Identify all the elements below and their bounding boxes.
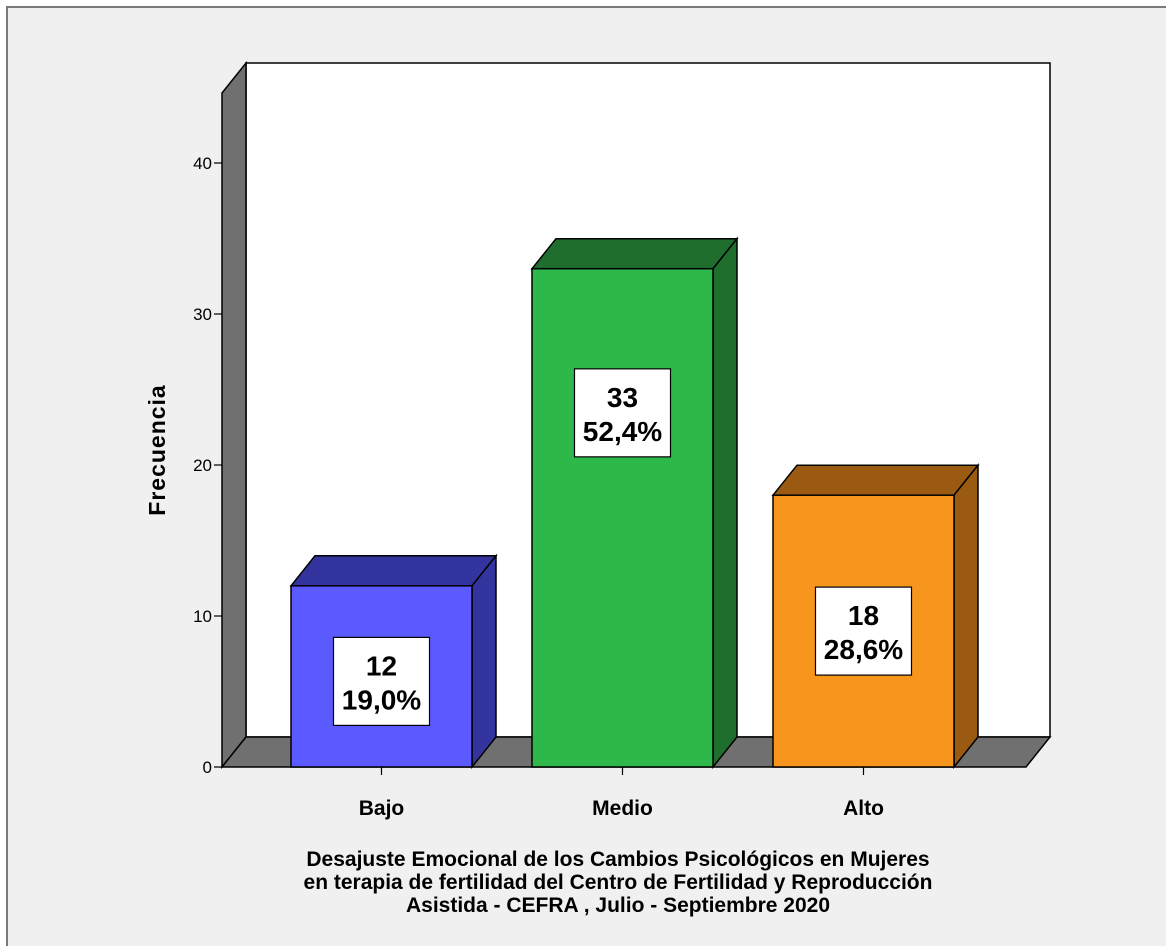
y-axis-title: Frecuencia [144,384,170,515]
bar-front [531,267,714,768]
y-tick-label: 0 [203,758,212,777]
x-axis-title-line: Desajuste Emocional de los Cambios Psico… [306,848,929,871]
data-label-count: 12 [366,650,397,681]
bar-side [953,463,979,770]
y-axis: 0 10 20 30 40 [193,154,222,777]
x-axis-title-line: Asistida - CEFRA , Julio - Septiembre 20… [406,894,830,917]
y-tick-label: 30 [193,305,212,324]
data-label-percent: 52,4% [583,416,662,447]
x-axis-title: Desajuste Emocional de los Cambios Psico… [304,848,933,917]
bar-side [712,236,738,770]
x-tick-label: Alto [843,797,884,820]
y-tick-label: 40 [193,154,212,173]
data-label-percent: 19,0% [342,684,421,715]
data-label-count: 18 [848,600,879,631]
data-label-count: 33 [607,382,638,413]
data-label-box [332,636,431,727]
data-label-box [573,368,672,458]
bar-top [530,237,739,270]
data-label-percent: 28,6% [824,634,903,665]
data-label-box [814,586,913,676]
chart-frame: 0 10 20 30 40 12 19,0% 33 52,4% 18 28,6% Bajo Medi… [6,6,1166,946]
y-tick-label: 20 [193,456,212,475]
side-wall [221,60,247,770]
x-axis: Bajo Medio Alto [359,767,884,820]
y-tick-label: 10 [193,607,212,626]
x-tick-label: Medio [592,797,653,820]
x-tick-label: Bajo [359,797,405,820]
bar-top [771,464,980,496]
bar-top [289,555,498,587]
x-axis-title-line: en terapia de fertilidad del Centro de F… [304,871,933,894]
bar-side [471,553,497,770]
